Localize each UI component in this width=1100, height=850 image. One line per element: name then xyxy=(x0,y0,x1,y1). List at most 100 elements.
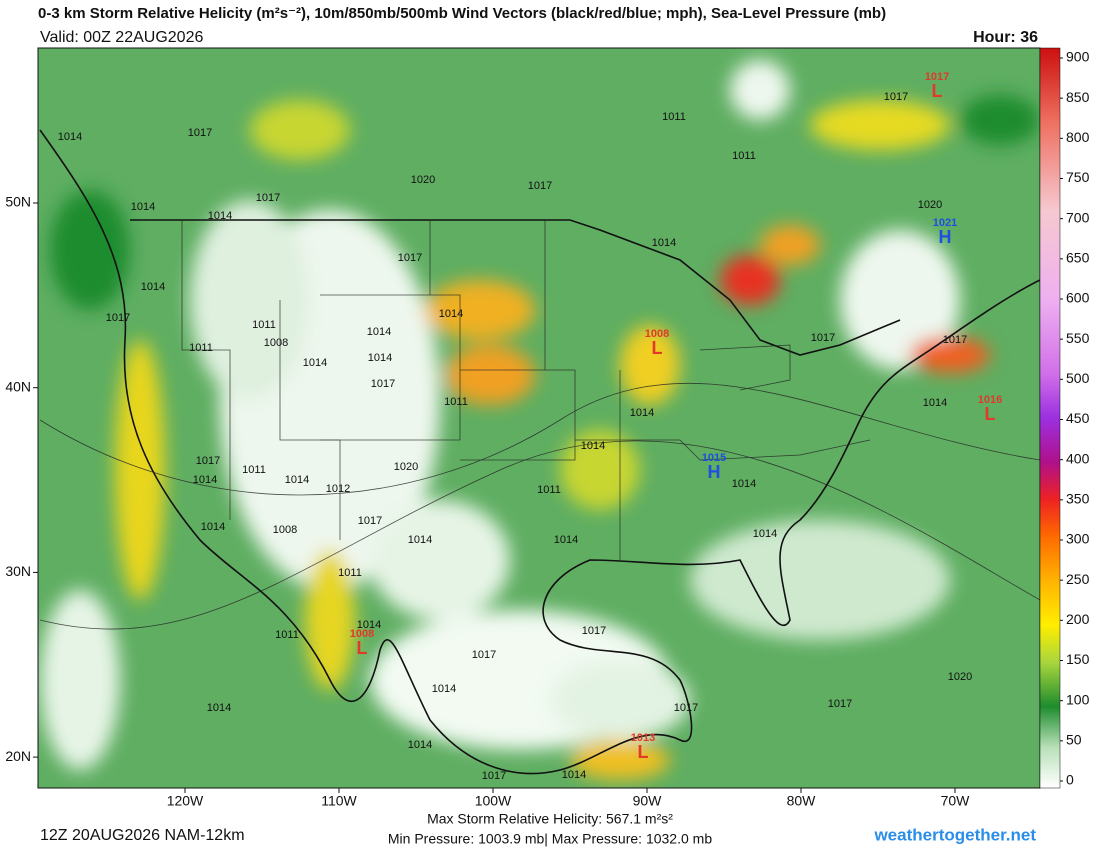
pressure-center-value: 1008 xyxy=(645,328,669,340)
lon-label: 120W xyxy=(167,793,204,809)
colorbar-label: 150 xyxy=(1066,651,1090,667)
isobar-label: 1020 xyxy=(394,461,418,473)
pressure-center-letter: L xyxy=(638,742,649,762)
isobar-label: 1014 xyxy=(581,440,605,452)
pressure-center-letter: H xyxy=(939,227,952,247)
isobar-label: 1014 xyxy=(207,702,231,714)
isobar-label: 1014 xyxy=(131,201,155,213)
colorbar-label: 300 xyxy=(1066,531,1090,547)
isobar-label: 1014 xyxy=(630,407,654,419)
isobar-label: 1017 xyxy=(188,127,212,139)
pressure-center-value: 1008 xyxy=(350,628,374,640)
isobar-label: 1017 xyxy=(371,378,395,390)
colorbar-label: 0 xyxy=(1066,772,1074,788)
isobar-label: 1011 xyxy=(242,464,266,476)
isobar-label: 1014 xyxy=(408,739,432,751)
pressure-center-value: 1015 xyxy=(702,452,726,464)
isobar-label: 1014 xyxy=(367,326,391,338)
model-run: 12Z 20AUG2026 NAM-12km xyxy=(40,827,245,844)
pressure-center-letter: L xyxy=(357,638,368,658)
isobar-label: 1014 xyxy=(208,210,232,222)
isobar-label: 1011 xyxy=(537,484,561,496)
isobar-label: 1011 xyxy=(338,567,362,579)
lat-label: 50N xyxy=(5,194,31,210)
isobar-label: 1014 xyxy=(357,619,381,631)
isobar-label: 1017 xyxy=(828,698,852,710)
isobar-label: 1014 xyxy=(753,528,777,540)
forecast-hour: Hour: 36 xyxy=(973,29,1038,46)
isobar-label: 1014 xyxy=(58,131,82,143)
pressure-center-letter: L xyxy=(985,404,996,424)
isobar-label: 1017 xyxy=(528,180,552,192)
isobar-label: 1014 xyxy=(285,474,309,486)
isobar-label: 1012 xyxy=(326,483,350,495)
isobar-label: 1011 xyxy=(252,319,276,331)
isobar-label: 1017 xyxy=(358,515,382,527)
isobar-label: 1014 xyxy=(141,281,165,293)
colorbar-label: 50 xyxy=(1066,732,1082,748)
colorbar-label: 550 xyxy=(1066,330,1090,346)
isobar-label: 1017 xyxy=(582,625,606,637)
isobar-label: 1020 xyxy=(918,199,942,211)
site-name: weathertogether.net xyxy=(873,825,1036,844)
isobar-label: 1017 xyxy=(398,252,422,264)
isobar-label: 1011 xyxy=(444,396,468,408)
pressure-center-value: 1021 xyxy=(933,217,957,229)
isobar-label: 1017 xyxy=(811,332,835,344)
isobar-label: 1014 xyxy=(652,237,676,249)
lat-label: 30N xyxy=(5,563,31,579)
isobar-label: 1017 xyxy=(674,702,698,714)
colorbar-label: 250 xyxy=(1066,571,1090,587)
isobar-label: 1014 xyxy=(193,474,217,486)
isobar-label: 1017 xyxy=(943,334,967,346)
colorbar-label: 100 xyxy=(1066,691,1090,707)
max-helicity: Max Storm Relative Helicity: 567.1 m²s² xyxy=(427,811,673,827)
isobar-label: 1014 xyxy=(554,534,578,546)
isobar-label: 1017 xyxy=(106,312,130,324)
title: 0-3 km Storm Relative Helicity (m²s⁻²), … xyxy=(38,5,886,22)
isobar-label: 1014 xyxy=(368,352,392,364)
lon-label: 110W xyxy=(321,793,357,809)
colorbar xyxy=(1039,47,1061,789)
colorbar-label: 900 xyxy=(1066,49,1090,65)
pressure-center-value: 1017 xyxy=(925,71,949,83)
isobar-label: 1017 xyxy=(884,91,908,103)
isobar-label: 1011 xyxy=(275,629,299,641)
colorbar-label: 850 xyxy=(1066,89,1090,105)
pressure-center-value: 1013 xyxy=(631,732,655,744)
pressure-center-letter: H xyxy=(708,462,721,482)
colorbar-label: 450 xyxy=(1066,410,1090,426)
isobar-label: 1017 xyxy=(256,192,280,204)
pressure-center-letter: L xyxy=(652,338,663,358)
lat-label: 40N xyxy=(5,378,31,394)
colorbar-label: 400 xyxy=(1066,450,1090,466)
isobar-label: 1014 xyxy=(562,769,586,781)
colorbar-label: 500 xyxy=(1066,370,1090,386)
isobar-label: 1008 xyxy=(264,337,288,349)
isobar-label: 1017 xyxy=(196,455,220,467)
valid-time: Valid: 00Z 22AUG2026 xyxy=(40,29,203,46)
isobar-label: 1020 xyxy=(948,671,972,683)
colorbar-label: 200 xyxy=(1066,611,1090,627)
pressure-range: Min Pressure: 1003.9 mb| Max Pressure: 1… xyxy=(388,831,712,847)
isobar-label: 1014 xyxy=(432,683,456,695)
lon-label: 80W xyxy=(787,793,817,809)
lon-label: 90W xyxy=(633,793,663,809)
isobar-label: 1014 xyxy=(923,397,947,409)
colorbar-label: 650 xyxy=(1066,250,1090,266)
lat-label: 20N xyxy=(5,748,31,764)
isobar-label: 1011 xyxy=(189,342,213,354)
isobar-label: 1017 xyxy=(482,770,506,782)
isobar-label: 1014 xyxy=(201,521,225,533)
colorbar-label: 750 xyxy=(1066,169,1090,185)
pressure-center-letter: L xyxy=(932,81,943,101)
lon-label: 70W xyxy=(941,793,971,809)
isobar-label: 1020 xyxy=(411,174,435,186)
isobar-label: 1011 xyxy=(732,150,756,162)
pressure-center-value: 1016 xyxy=(978,394,1002,406)
isobar-label: 1008 xyxy=(273,524,297,536)
isobar-label: 1014 xyxy=(732,478,756,490)
isobar-label: 1017 xyxy=(472,649,496,661)
